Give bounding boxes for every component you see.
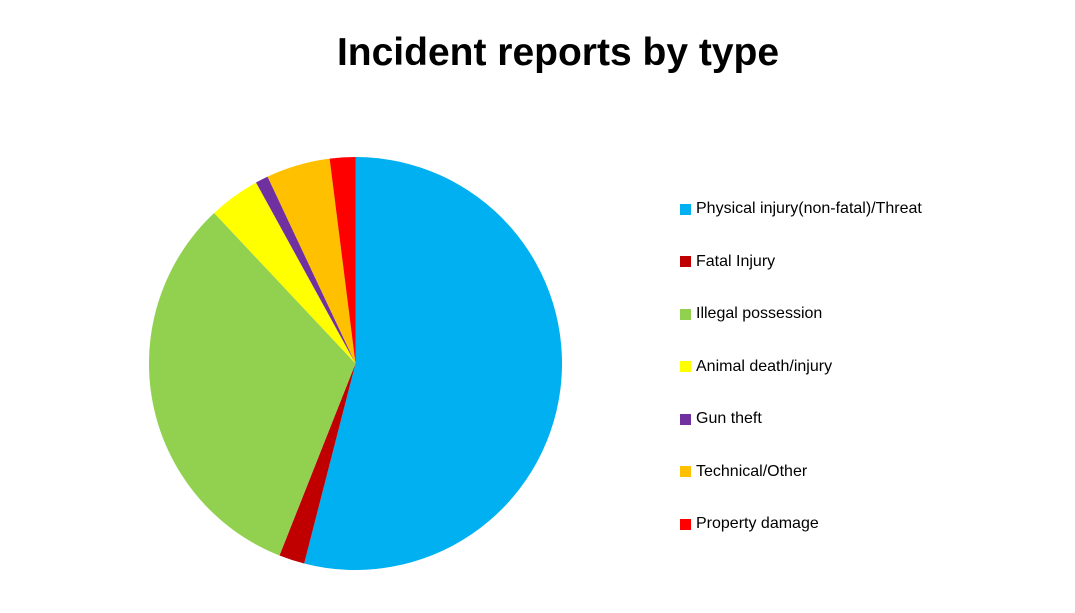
legend-item: Physical injury(non-fatal)/Threat [680, 183, 922, 236]
legend-swatch-icon [680, 361, 691, 373]
legend-label: Technical/Other [696, 462, 808, 480]
legend-label: Gun theft [696, 410, 762, 428]
pie-slice-0 [304, 157, 562, 570]
legend-swatch-icon [680, 203, 691, 215]
legend-swatch-icon [680, 466, 691, 478]
pie-slice-1 [279, 363, 356, 564]
chart-title: Incident reports by type [336, 31, 780, 74]
pie-slice-2 [149, 212, 356, 556]
pie-chart [149, 157, 562, 570]
legend-label: Animal death/injury [696, 357, 833, 375]
pie-slice-6 [329, 157, 356, 364]
legend-item: Animal death/injury [680, 341, 922, 394]
legend-item: Property damage [680, 498, 922, 551]
pie-slice-5 [267, 158, 356, 364]
legend-item: Technical/Other [680, 446, 922, 499]
legend-swatch-icon [680, 308, 691, 320]
pie-slice-3 [214, 182, 356, 364]
legend-label: Illegal possession [696, 305, 823, 323]
legend-swatch-icon [680, 518, 691, 530]
legend-label: Property damage [696, 515, 819, 533]
legend-swatch-icon [680, 413, 691, 425]
legend-label: Physical injury(non-fatal)/Threat [696, 200, 922, 218]
legend-item: Gun theft [680, 393, 922, 446]
legend: Physical injury(non-fatal)/Threat Fatal I… [680, 183, 922, 551]
legend-label: Fatal Injury [696, 252, 776, 270]
pie-slice-4 [256, 176, 356, 364]
legend-swatch-icon [680, 256, 691, 268]
legend-item: Illegal possession [680, 288, 922, 341]
legend-item: Fatal Injury [680, 236, 922, 289]
